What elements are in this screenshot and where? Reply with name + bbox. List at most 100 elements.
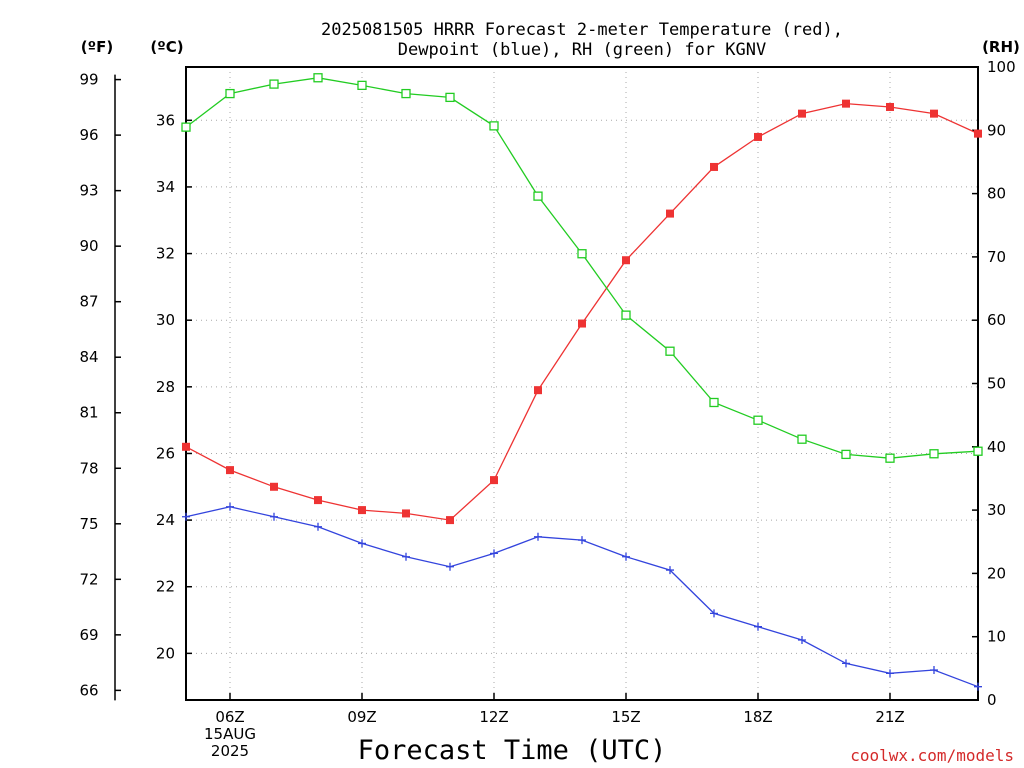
temperature-point	[622, 256, 630, 265]
chart-axes: 66 69 72 75 78 81 84 87 90 93 96 99 20 22 24 26 28 30 32 34…	[79, 58, 1015, 709]
celsius-tick-label: 28	[156, 378, 175, 396]
celsius-tick-label: 36	[156, 111, 175, 129]
dewpoint-point	[402, 552, 410, 561]
temperature-point	[534, 386, 542, 395]
x-tick-label: 15Z	[611, 708, 640, 726]
temperature-point	[446, 516, 454, 525]
fahrenheit-tick-label: 93	[79, 182, 98, 200]
temperature-point	[226, 466, 234, 475]
temperature-point	[490, 476, 498, 485]
dewpoint-point	[930, 666, 938, 675]
dewpoint-point	[666, 566, 674, 575]
fahrenheit-tick-label: 99	[79, 71, 98, 89]
rh-point	[621, 310, 631, 320]
chart-title-line-2: Dewpoint (blue), RH (green) for KGNV	[398, 40, 766, 60]
credit-label: coolwx.com/models	[850, 746, 1014, 765]
rh-point	[577, 249, 587, 259]
rh-point	[445, 92, 455, 103]
rh-point	[973, 446, 983, 456]
dewpoint-point	[226, 502, 234, 511]
celsius-tick-label: 20	[156, 644, 175, 662]
temperature-point	[182, 442, 190, 451]
temperature-point	[974, 129, 982, 138]
x-tick-label: 21Z	[875, 708, 904, 726]
fahrenheit-tick-label: 66	[79, 681, 98, 699]
rh-line	[185, 77, 979, 459]
fahrenheit-tick-label: 72	[79, 570, 98, 588]
dewpoint-point	[886, 669, 894, 678]
dewpoint-point	[358, 539, 366, 548]
x-tick-label: 06Z	[215, 708, 244, 726]
x-tick-label: 2025	[211, 742, 249, 760]
fahrenheit-tick-label: 87	[79, 293, 98, 311]
celsius-tick-label: 24	[156, 511, 175, 529]
temperature-point	[314, 496, 322, 505]
rh-point	[357, 80, 367, 91]
temperature-point	[358, 506, 366, 515]
celsius-tick-label: 32	[156, 245, 175, 263]
x-axis-title: Forecast Time (UTC)	[358, 735, 667, 766]
celsius-tick-label: 34	[156, 178, 175, 196]
rh-tick-label: 10	[987, 628, 1006, 646]
rh-point	[401, 88, 411, 99]
rh-tick-label: 60	[987, 311, 1006, 329]
dewpoint-point	[534, 532, 542, 541]
dewpoint-point	[446, 562, 454, 571]
rh-tick-label: 70	[987, 248, 1006, 266]
rh-unit-label: (RH)	[982, 38, 1020, 56]
dewpoint-line	[185, 506, 979, 688]
fahrenheit-tick-label: 75	[79, 515, 98, 533]
x-tick-label: 18Z	[743, 708, 772, 726]
fahrenheit-tick-label: 81	[79, 404, 98, 422]
dewpoint-point	[490, 549, 498, 558]
dewpoint-point	[842, 659, 850, 668]
rh-point	[753, 415, 763, 425]
rh-tick-label: 100	[987, 58, 1016, 76]
fahrenheit-tick-label: 96	[79, 126, 98, 144]
x-tick-label: 09Z	[347, 708, 376, 726]
temperature-point	[710, 162, 718, 171]
rh-point	[533, 191, 543, 201]
dewpoint-point	[798, 636, 806, 645]
rh-tick-label: 50	[987, 375, 1006, 393]
rh-point	[225, 88, 235, 99]
temperature-point	[270, 482, 278, 491]
celsius-unit-label: (ºC)	[150, 38, 183, 56]
temperature-point	[798, 109, 806, 118]
grid-lines	[186, 67, 978, 700]
celsius-tick-label: 22	[156, 578, 175, 596]
rh-tick-label: 30	[987, 501, 1006, 519]
plot-frame	[185, 66, 979, 701]
temperature-point	[754, 132, 762, 141]
dewpoint-point	[622, 552, 630, 561]
rh-tick-label: 90	[987, 121, 1006, 139]
dewpoint-point	[270, 512, 278, 521]
fahrenheit-tick-label: 78	[79, 459, 98, 477]
dewpoint-point	[578, 536, 586, 545]
dewpoint-point	[314, 522, 322, 531]
rh-tick-label: 20	[987, 564, 1006, 582]
fahrenheit-tick-label: 69	[79, 626, 98, 644]
fahrenheit-tick-label: 90	[79, 237, 98, 255]
temperature-point	[578, 319, 586, 328]
rh-point	[269, 79, 279, 89]
x-tick-label: 12Z	[479, 708, 508, 726]
rh-point	[665, 346, 675, 356]
rh-point	[489, 121, 499, 131]
data-series	[181, 73, 983, 691]
rh-point	[313, 73, 323, 83]
dewpoint-point	[182, 512, 190, 521]
dewpoint-point	[710, 609, 718, 618]
celsius-tick-label: 26	[156, 444, 175, 462]
temperature-point	[666, 209, 674, 218]
dewpoint-point	[974, 682, 982, 691]
rh-point	[709, 397, 719, 408]
rh-tick-label: 0	[987, 691, 997, 709]
x-tick-label: 15AUG	[204, 725, 256, 743]
rh-point	[181, 122, 191, 132]
rh-point	[885, 453, 895, 463]
rh-point	[929, 449, 939, 459]
temperature-point	[886, 102, 894, 111]
